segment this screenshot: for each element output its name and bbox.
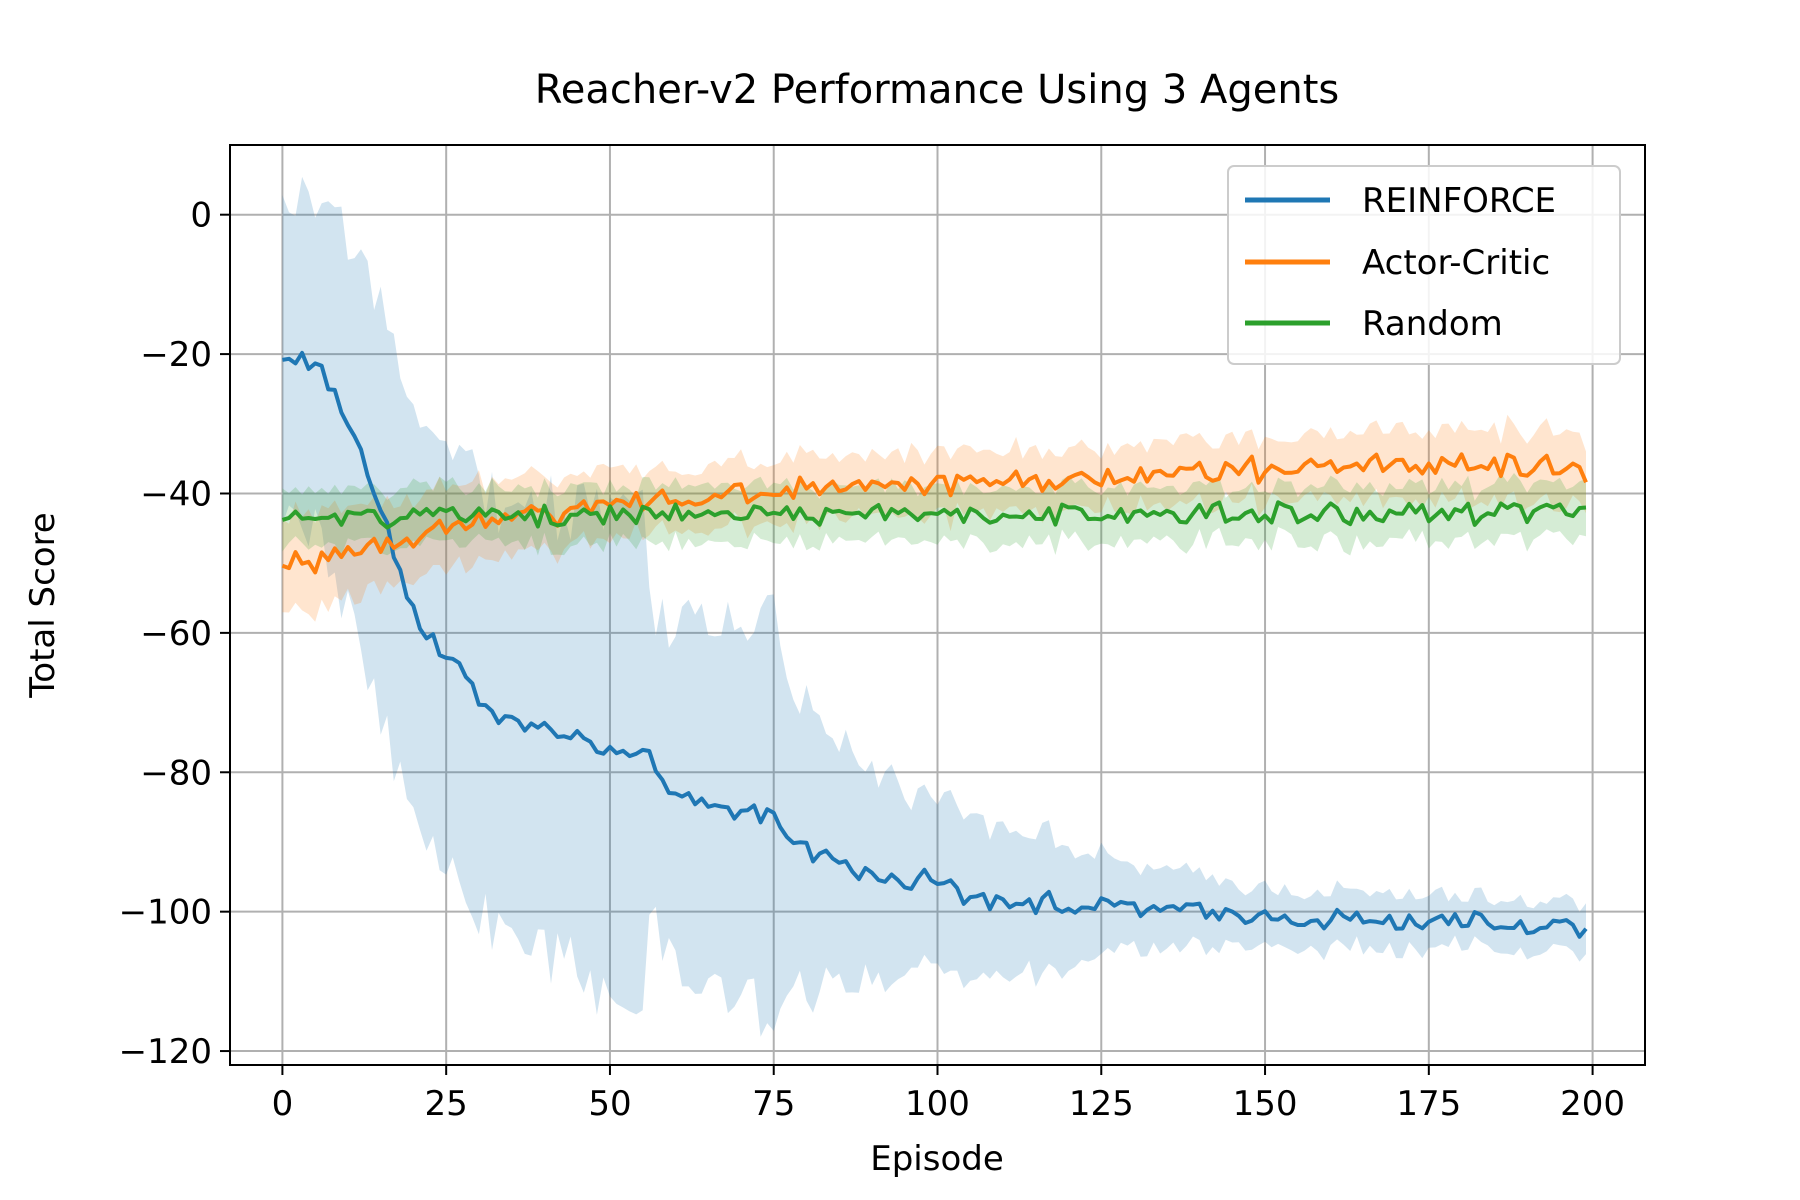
- y-axis-ticks: 0 −20 −40 −60 −80 −100 −120: [119, 196, 230, 1072]
- x-tick-label: 150: [1233, 1084, 1298, 1124]
- x-axis-ticks: 0 25 50 75 100 125 150 175 200: [272, 1065, 1625, 1124]
- legend-label-random: Random: [1362, 304, 1503, 344]
- y-tick-label: 0: [190, 196, 212, 236]
- legend-label-reinforce: REINFORCE: [1362, 181, 1556, 221]
- x-tick-label: 100: [905, 1084, 970, 1124]
- legend: REINFORCE Actor-Critic Random: [1227, 165, 1621, 365]
- y-tick-label: −20: [140, 335, 212, 375]
- legend-label-actor-critic: Actor-Critic: [1362, 243, 1550, 283]
- series-lines: [281, 350, 1588, 939]
- y-tick-label: −60: [140, 614, 212, 654]
- chart-title: Reacher-v2 Performance Using 3 Agents: [535, 67, 1339, 113]
- y-tick-label: −120: [119, 1032, 212, 1072]
- x-tick-label: 175: [1396, 1084, 1461, 1124]
- x-axis-label: Episode: [870, 1139, 1004, 1179]
- x-tick-label: 50: [588, 1084, 631, 1124]
- legend-box: [1227, 165, 1621, 365]
- y-axis-label: Total Score: [23, 512, 63, 698]
- x-tick-label: 125: [1069, 1084, 1134, 1124]
- series-line-random: [281, 500, 1587, 530]
- x-tick-label: 25: [425, 1084, 468, 1124]
- band-actor-critic: [282, 414, 1586, 622]
- y-tick-label: −80: [140, 753, 212, 793]
- y-tick-label: −40: [140, 474, 212, 514]
- x-tick-label: 0: [272, 1084, 294, 1124]
- band-reinforce: [282, 176, 1586, 1037]
- series-line-actor-critic: [281, 452, 1588, 575]
- y-tick-label: −100: [119, 893, 212, 933]
- x-tick-label: 75: [752, 1084, 795, 1124]
- series-line-reinforce: [282, 350, 1588, 939]
- x-tick-label: 200: [1560, 1084, 1625, 1124]
